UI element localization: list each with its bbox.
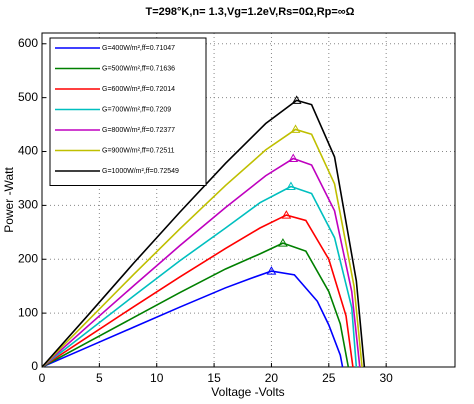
x-tick-label: 15 bbox=[207, 371, 221, 385]
legend-label: G=600W/m²,ff=0.72014 bbox=[102, 86, 175, 93]
power-curve bbox=[41, 99, 366, 368]
power-curve bbox=[41, 270, 344, 368]
y-tick-label: 600 bbox=[18, 36, 38, 50]
y-axis-label: Power -Watt bbox=[2, 167, 16, 233]
legend-label: G=900W/m²,ff=0.72511 bbox=[102, 147, 175, 154]
legend-label: G=700W/m²,ff=0.7209 bbox=[102, 106, 171, 113]
chart-title: T=298°K,n= 1.3,Vg=1.2eV,Rs=0Ω,Rp=∞Ω bbox=[146, 6, 355, 18]
power-curve bbox=[41, 242, 350, 368]
peak-marker bbox=[281, 210, 292, 219]
peak-marker bbox=[291, 95, 302, 104]
legend-label: G=1000W/m²,ff=0.72549 bbox=[102, 168, 179, 175]
y-tick-label: 0 bbox=[31, 359, 38, 373]
peak-marker bbox=[266, 266, 277, 275]
y-tick-label: 400 bbox=[18, 144, 38, 158]
power-curve bbox=[41, 185, 358, 368]
x-tick-label: 30 bbox=[379, 371, 393, 385]
peak-marker bbox=[278, 238, 288, 247]
peak-marker bbox=[288, 153, 299, 163]
legend-box bbox=[49, 37, 207, 186]
y-tick-label: 500 bbox=[18, 90, 38, 104]
x-tick-label: 10 bbox=[150, 371, 164, 385]
peak-marker bbox=[286, 181, 296, 191]
legend-label: G=800W/m²,ff=0.72377 bbox=[102, 127, 175, 134]
plot-frame bbox=[41, 32, 456, 368]
y-tick-label: 200 bbox=[18, 251, 38, 265]
x-axis-label: Voltage -Volts bbox=[211, 385, 284, 399]
legend-label: G=400W/m²,ff=0.71047 bbox=[102, 45, 175, 52]
power-curve bbox=[41, 214, 354, 368]
x-tick-label: 25 bbox=[322, 371, 336, 385]
power-curve bbox=[41, 157, 361, 368]
y-tick-label: 100 bbox=[18, 305, 38, 319]
power-curve bbox=[41, 128, 363, 368]
legend-label: G=500W/m²,ff=0.71636 bbox=[102, 65, 175, 72]
x-tick-label: 5 bbox=[96, 371, 103, 385]
x-tick-label: 20 bbox=[265, 371, 279, 385]
peak-marker bbox=[290, 124, 301, 133]
y-tick-label: 300 bbox=[18, 198, 38, 212]
x-tick-label: 0 bbox=[39, 371, 46, 385]
